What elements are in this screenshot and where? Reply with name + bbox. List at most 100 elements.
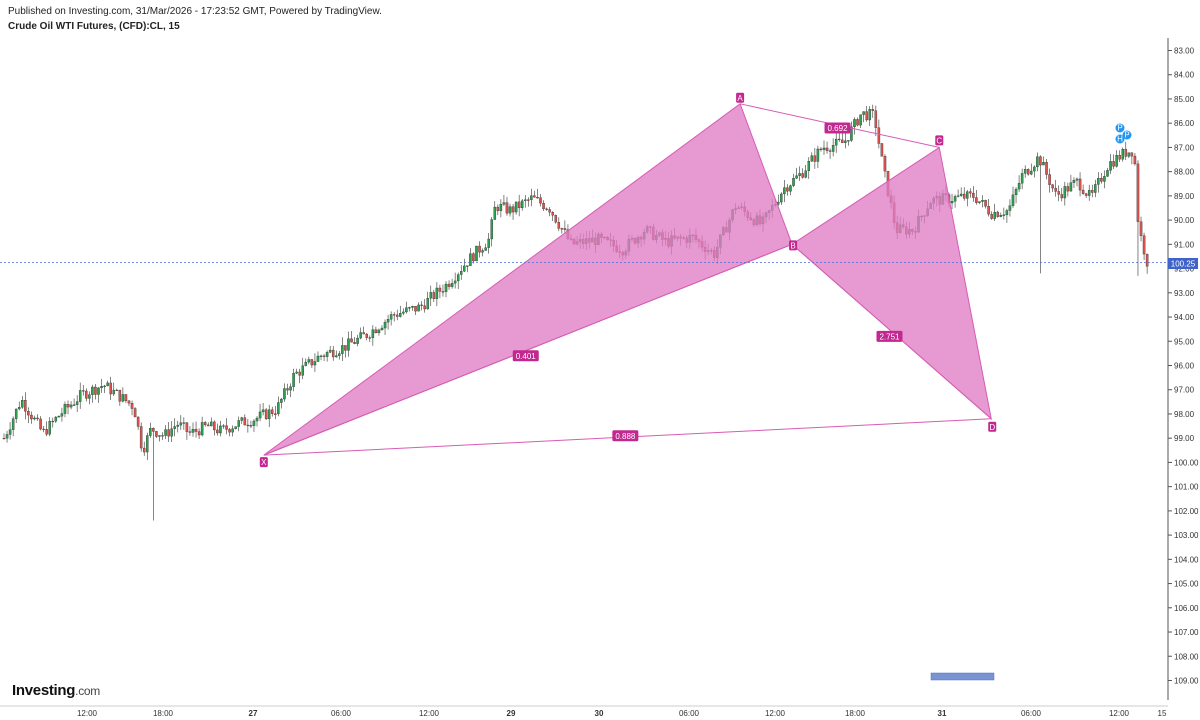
candle-up (1103, 176, 1106, 182)
candle-up (780, 193, 783, 203)
candle-up (176, 424, 180, 427)
candle-up (255, 417, 259, 422)
ratio-label-bg (512, 350, 539, 362)
candle-up (1008, 205, 1012, 211)
candle-up (1115, 155, 1118, 167)
scroll-handle[interactable] (930, 672, 995, 681)
candle-up (822, 147, 826, 150)
y-tick-label: 84.00 (1174, 71, 1195, 80)
candle-down (1045, 162, 1048, 175)
candle-down (1048, 174, 1051, 185)
candle-down (1054, 187, 1057, 192)
candle-up (341, 345, 344, 354)
candle-up (847, 140, 850, 142)
pattern-point-x[interactable]: X (259, 457, 268, 468)
harmonic-pattern[interactable]: X A B C D 0.401 0.692 2.751 0.888 (259, 92, 997, 468)
y-tick-label: 101.00 (1174, 483, 1199, 492)
candle-up (956, 195, 960, 197)
y-tick-label: 105.00 (1174, 580, 1199, 589)
candle-up (1097, 178, 1100, 185)
candles-layer (2, 104, 1149, 521)
candle-down (1078, 178, 1082, 191)
event-markers[interactable]: PH P (1115, 123, 1132, 144)
candle-up (514, 201, 518, 213)
pattern-point-d[interactable]: D (988, 421, 997, 432)
candle-down (856, 119, 859, 126)
candle-up (237, 420, 240, 427)
candle-down (874, 110, 878, 128)
candle-up (267, 409, 271, 420)
candle-up (508, 206, 512, 214)
candle-up (191, 428, 195, 433)
candle-up (292, 373, 295, 387)
x-tick-label: 18:00 (845, 709, 866, 718)
candle-down (249, 425, 253, 427)
candle-down (517, 201, 521, 209)
candle-up (807, 161, 811, 172)
candle-down (551, 211, 554, 216)
candle-down (987, 206, 990, 215)
last-price-badge: 100.25 (1168, 258, 1198, 269)
candle-up (91, 386, 94, 395)
candle-up (380, 327, 384, 331)
pattern-point-b[interactable]: B (789, 240, 798, 251)
pattern-line-xb (263, 243, 793, 456)
candle-down (124, 394, 128, 401)
candle-down (271, 409, 274, 414)
candle-up (121, 394, 125, 402)
candle-up (78, 390, 82, 402)
candle-up (950, 201, 954, 204)
candle-up (469, 253, 472, 266)
y-tick-label: 92.00 (1174, 265, 1195, 274)
candle-up (48, 420, 51, 435)
candle-down (152, 427, 155, 432)
y-tick-label: 89.00 (1174, 192, 1195, 201)
candle-down (505, 202, 509, 214)
candle-up (219, 425, 222, 434)
x-tick-label: 15 (1158, 709, 1167, 718)
candle-up (240, 417, 244, 421)
candle-down (478, 245, 481, 253)
chart-header: Published on Investing.com, 31/Mar/2026 … (8, 4, 382, 34)
candle-up (411, 306, 414, 308)
pattern-point-label: X (261, 458, 267, 467)
x-tick-label: 06:00 (331, 709, 352, 718)
pattern-point-a[interactable]: A (736, 92, 745, 103)
candle-up (295, 371, 298, 374)
candle-up (325, 352, 329, 357)
candle-up (484, 247, 487, 251)
candle-down (786, 187, 789, 192)
candle-down (554, 215, 557, 223)
candle-up (493, 206, 497, 220)
candle-up (966, 191, 969, 199)
candle-down (548, 209, 551, 213)
event-marker[interactable]: P (1122, 130, 1132, 140)
event-marker[interactable]: P (1115, 123, 1125, 133)
candle-down (213, 421, 216, 431)
candle-up (21, 400, 24, 408)
x-tick-label: 12:00 (1109, 709, 1130, 718)
last-price-badge-bg (1168, 258, 1198, 269)
candle-down (133, 408, 137, 418)
pattern-point-c[interactable]: C (935, 135, 944, 146)
candle-up (783, 187, 786, 195)
candle-down (828, 150, 832, 152)
candle-up (5, 434, 9, 439)
candle-up (63, 404, 67, 414)
candle-down (127, 400, 131, 404)
candle-up (328, 349, 332, 353)
candle-up (1030, 170, 1033, 175)
candle-up (453, 280, 457, 284)
event-marker[interactable]: H (1115, 134, 1125, 144)
candle-up (258, 411, 262, 419)
candle-up (1014, 188, 1018, 196)
candle-up (182, 422, 186, 424)
candle-up (173, 426, 176, 429)
candle-up (502, 202, 506, 205)
candle-down (972, 192, 975, 198)
candle-down (310, 359, 314, 366)
candle-up (978, 201, 981, 203)
y-axis: 83.00 84.00 85.00 86.00 87.00 88.00 89.00 90.00… (1168, 47, 1199, 685)
candle-up (429, 292, 433, 299)
